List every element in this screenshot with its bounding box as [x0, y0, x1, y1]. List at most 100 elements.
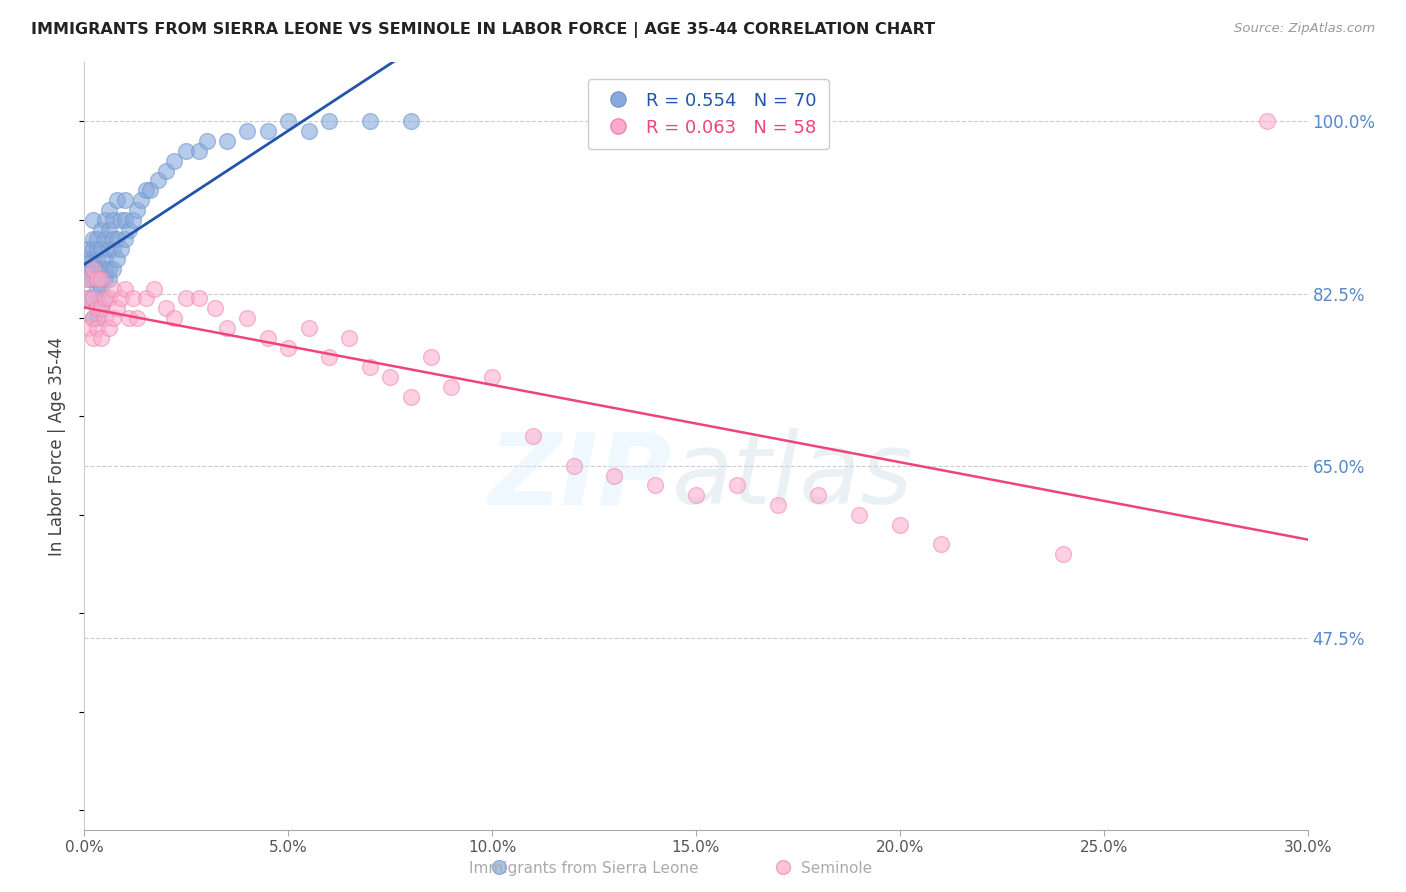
Point — [766, 498, 789, 512]
Point — [90, 242, 112, 256]
Point — [86, 292, 108, 306]
Point — [101, 262, 124, 277]
Point — [90, 262, 112, 277]
Point — [97, 242, 120, 256]
Point — [93, 292, 115, 306]
Point — [1052, 547, 1074, 561]
Point — [155, 301, 177, 316]
Point — [82, 272, 104, 286]
Point — [127, 311, 149, 326]
Point — [93, 252, 115, 267]
Point — [86, 252, 108, 267]
Point — [603, 468, 626, 483]
Legend: R = 0.554   N = 70, R = 0.063   N = 58: R = 0.554 N = 70, R = 0.063 N = 58 — [588, 79, 828, 150]
Point — [101, 282, 124, 296]
Point — [86, 321, 108, 335]
Point — [101, 311, 124, 326]
Point — [725, 478, 748, 492]
Point — [110, 212, 132, 227]
Point — [93, 232, 115, 246]
Point — [77, 262, 100, 277]
Point — [339, 331, 361, 345]
Point — [77, 252, 100, 267]
Point — [277, 114, 299, 128]
Point — [772, 860, 794, 874]
Point — [163, 311, 186, 326]
Point — [187, 144, 209, 158]
Point — [114, 282, 136, 296]
Point — [101, 212, 124, 227]
Point — [90, 301, 112, 316]
Point — [399, 390, 422, 404]
Point — [359, 360, 381, 375]
Point — [93, 262, 115, 277]
Point — [420, 351, 443, 365]
Point — [101, 242, 124, 256]
Point — [114, 212, 136, 227]
Point — [138, 183, 160, 197]
Point — [82, 252, 104, 267]
Point — [82, 242, 104, 256]
Point — [929, 537, 952, 551]
Point — [86, 272, 108, 286]
Point — [135, 183, 157, 197]
Point — [86, 311, 108, 326]
Point — [217, 134, 239, 148]
Point — [97, 292, 120, 306]
Point — [82, 212, 104, 227]
Point — [105, 301, 128, 316]
Point — [380, 370, 402, 384]
Text: Immigrants from Sierra Leone: Immigrants from Sierra Leone — [468, 861, 699, 876]
Point — [481, 370, 503, 384]
Point — [93, 212, 115, 227]
Point — [277, 341, 299, 355]
Point — [82, 311, 104, 326]
Text: Source: ZipAtlas.com: Source: ZipAtlas.com — [1234, 22, 1375, 36]
Point — [90, 272, 112, 286]
Point — [82, 311, 104, 326]
Point — [174, 292, 197, 306]
Point — [440, 380, 463, 394]
Point — [889, 517, 911, 532]
Point — [110, 242, 132, 256]
Point — [97, 202, 120, 217]
Point — [90, 282, 112, 296]
Point — [359, 114, 381, 128]
Point — [82, 331, 104, 345]
Point — [146, 173, 169, 187]
Y-axis label: In Labor Force | Age 35-44: In Labor Force | Age 35-44 — [48, 336, 66, 556]
Point — [97, 272, 120, 286]
Point — [93, 292, 115, 306]
Point — [97, 262, 120, 277]
Point — [77, 242, 100, 256]
Text: ZIP: ZIP — [488, 428, 672, 525]
Point — [90, 222, 112, 236]
Point — [77, 321, 100, 335]
Point — [187, 292, 209, 306]
Point — [163, 153, 186, 168]
Point — [399, 114, 422, 128]
Point — [82, 262, 104, 277]
Point — [118, 311, 141, 326]
Text: Seminole: Seminole — [801, 861, 872, 876]
Point — [217, 321, 239, 335]
Text: atlas: atlas — [672, 428, 912, 525]
Point — [127, 202, 149, 217]
Point — [195, 134, 218, 148]
Point — [236, 311, 259, 326]
Point — [82, 232, 104, 246]
Point — [318, 351, 340, 365]
Point — [142, 282, 165, 296]
Point — [90, 272, 112, 286]
Point — [562, 458, 585, 473]
Point — [97, 222, 120, 236]
Point — [77, 292, 100, 306]
Point — [848, 508, 870, 522]
Point — [118, 222, 141, 236]
Point — [93, 311, 115, 326]
Point — [807, 488, 830, 502]
Point — [114, 232, 136, 246]
Point — [174, 144, 197, 158]
Point — [135, 292, 157, 306]
Point — [86, 232, 108, 246]
